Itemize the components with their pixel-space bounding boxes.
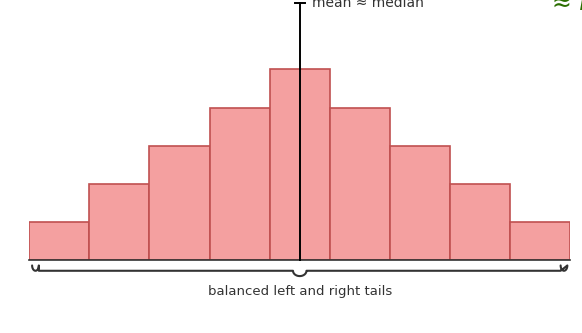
Bar — [330, 108, 390, 260]
Text: balanced left and right tails: balanced left and right tails — [208, 285, 392, 298]
Bar — [150, 146, 210, 260]
Bar — [510, 222, 570, 260]
Bar — [29, 222, 89, 260]
Bar — [450, 183, 510, 260]
Bar — [89, 183, 150, 260]
Bar — [390, 146, 450, 260]
Text: ≈ mode: ≈ mode — [552, 0, 582, 15]
Text: mean ≈ median: mean ≈ median — [312, 0, 424, 10]
Bar — [269, 70, 330, 260]
Bar — [210, 108, 269, 260]
